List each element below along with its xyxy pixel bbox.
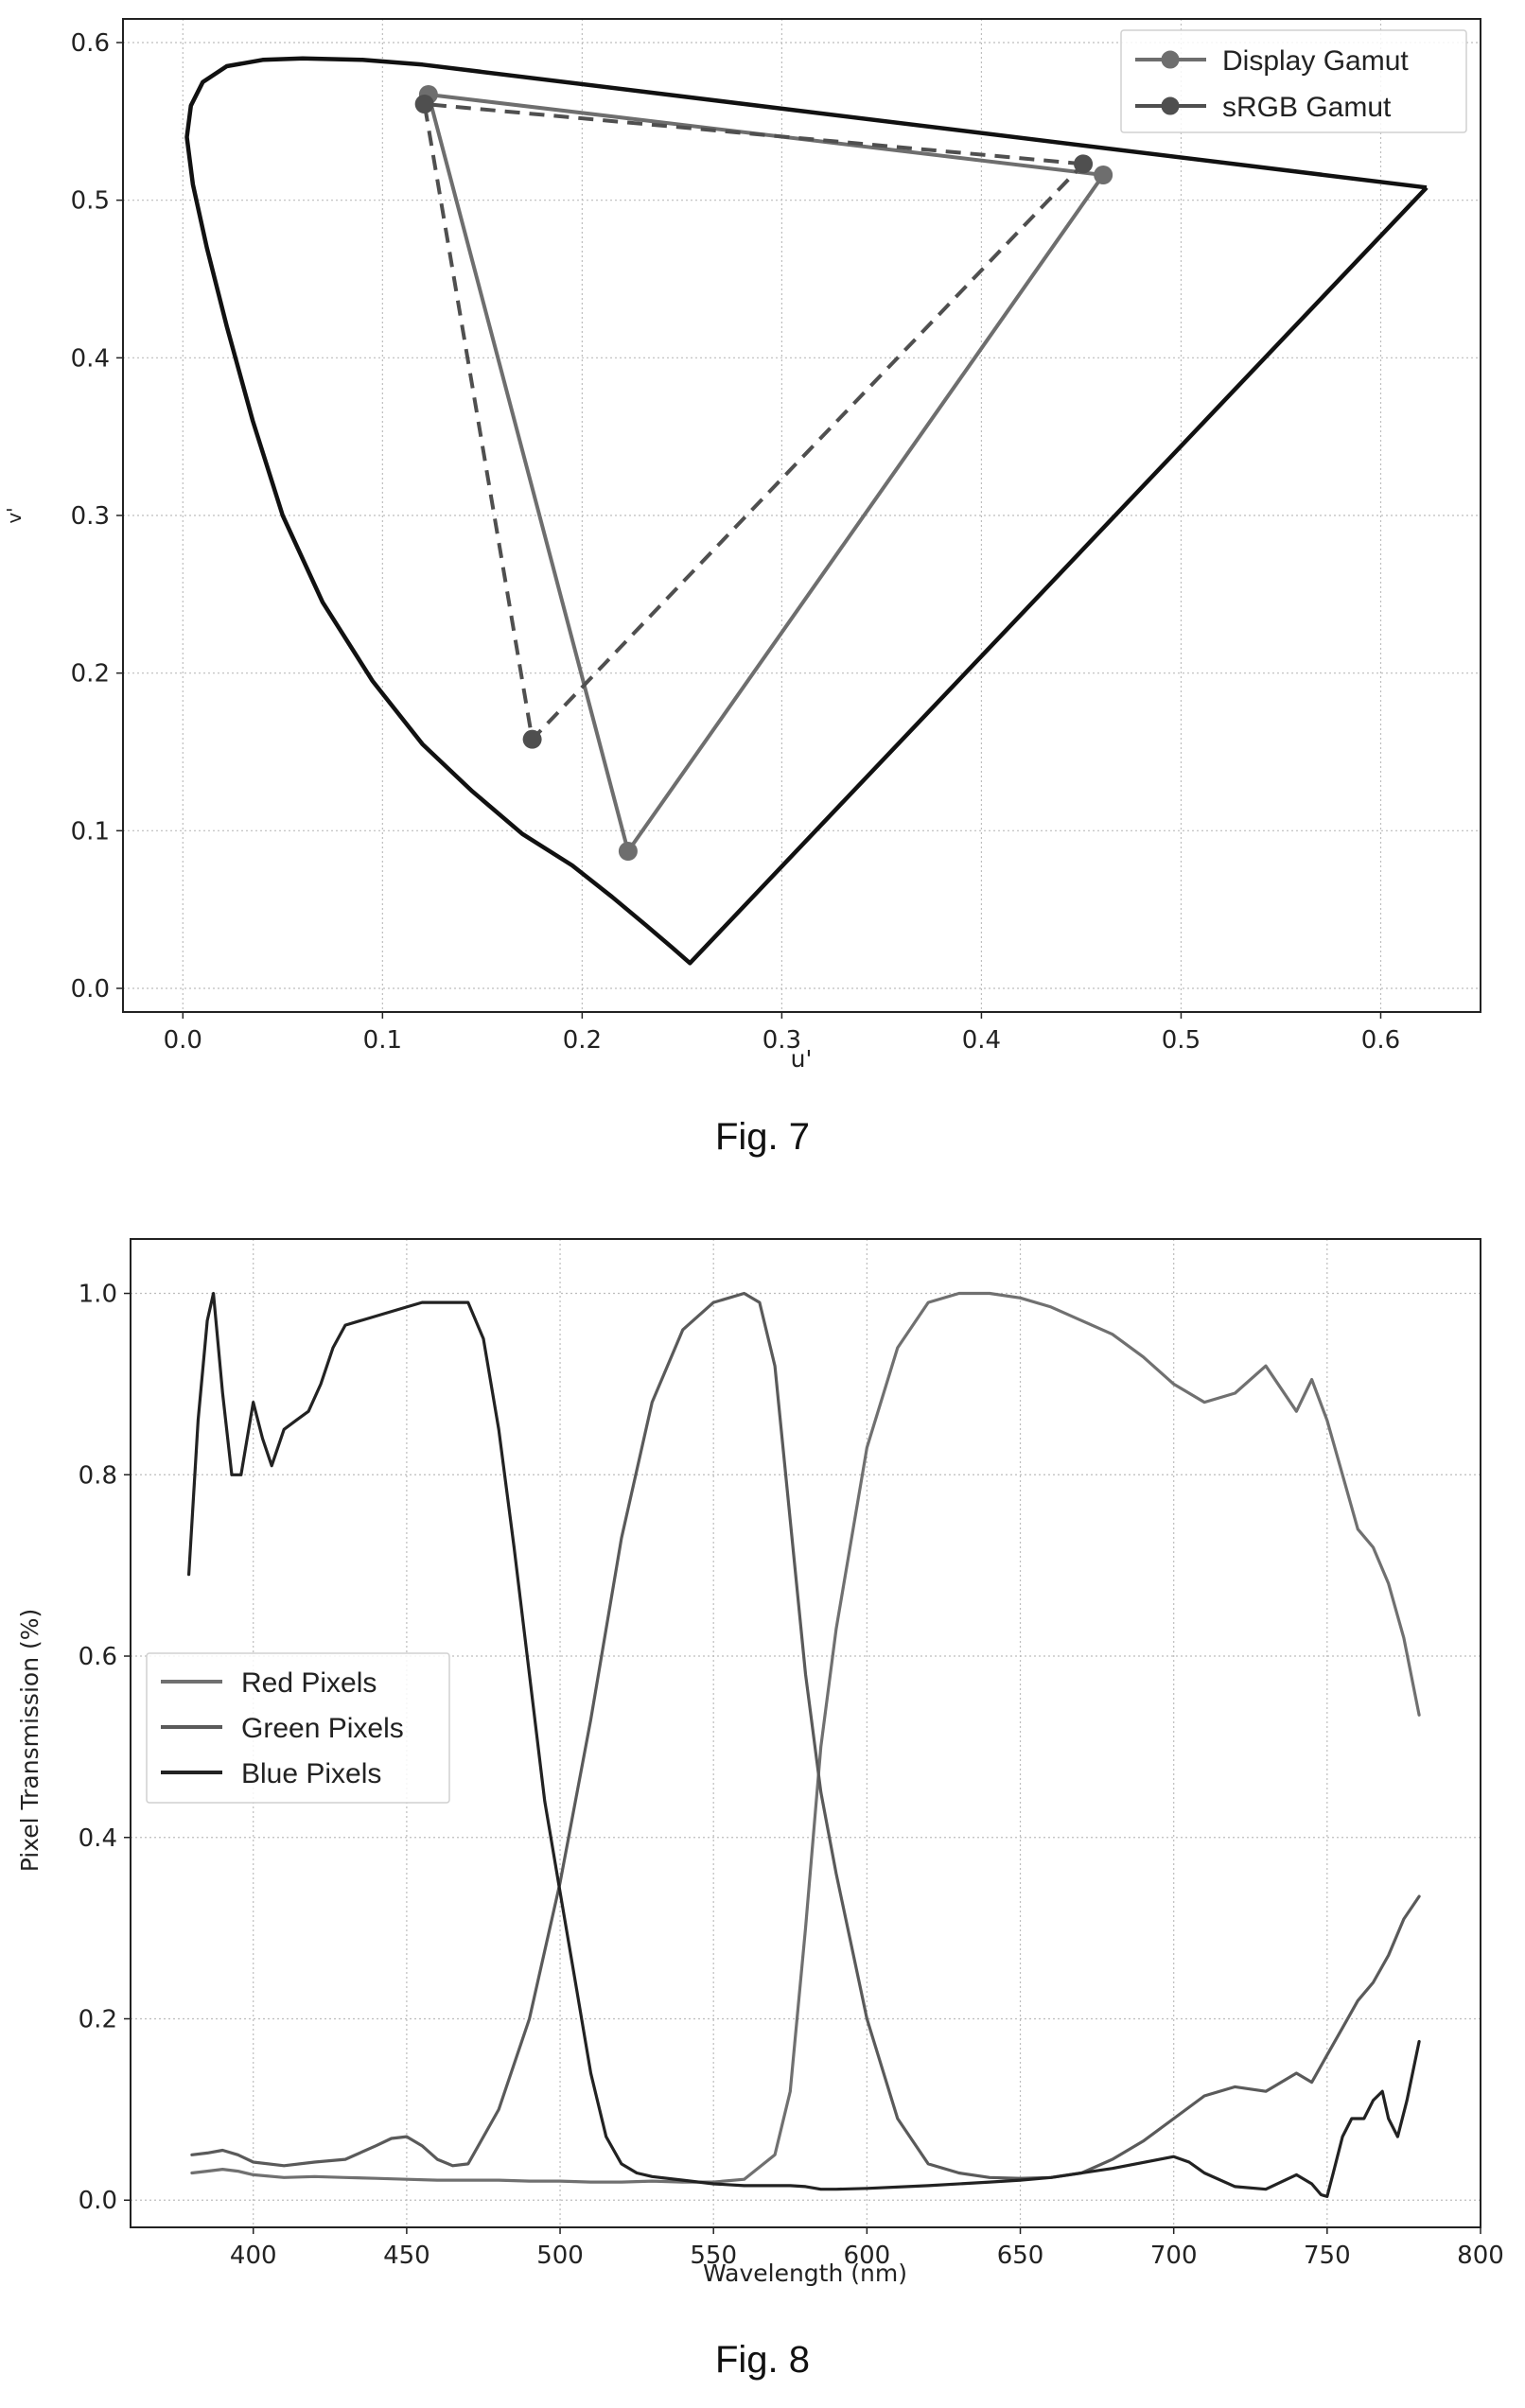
fig7-y-ticks: 0.0 0.1 0.2 0.3 0.4 0.5 0.6 — [71, 29, 123, 1003]
fig8-legend: Red Pixels Green Pixels Blue Pixels — [146, 1652, 450, 1804]
x-tick-label: 750 — [1304, 2242, 1351, 2270]
x-tick-label: 500 — [536, 2242, 584, 2270]
x-tick-label: 650 — [997, 2242, 1044, 2270]
x-tick-label: 0.4 — [962, 1026, 1001, 1055]
y-tick-label: 0.1 — [71, 817, 110, 846]
fig7-series — [414, 85, 1113, 861]
series-line-display-gamut — [426, 93, 1105, 853]
fig7-spectral-locus — [184, 56, 1429, 966]
y-tick-label: 0.6 — [71, 29, 110, 58]
series-point — [1074, 154, 1094, 174]
y-tick-label: 0.5 — [71, 187, 110, 216]
series-point — [414, 95, 434, 113]
series-line-blue-pixels — [187, 1291, 1421, 2198]
fig8-x-ticks: 400 450 500 550 600 650 700 750 800 — [230, 2227, 1504, 2270]
y-tick-label: 1.0 — [79, 1281, 117, 1309]
x-tick-label: 0.0 — [164, 1026, 202, 1055]
y-tick-label: 0.8 — [79, 1461, 117, 1490]
fig8-series — [187, 1291, 1421, 2198]
fig8-y-axis-label: Pixel Transmission (%) — [16, 1609, 44, 1872]
x-tick-label: 0.5 — [1162, 1026, 1201, 1055]
x-tick-label: 550 — [690, 2242, 737, 2270]
x-tick-label: 0.2 — [563, 1026, 602, 1055]
fig8-caption: Fig. 8 — [715, 2339, 810, 2381]
fig8-x-axis-label: Wavelength (nm) — [703, 2260, 907, 2287]
series-point — [522, 729, 542, 749]
fig7-y-axis-label: v' — [3, 507, 26, 523]
y-tick-label: 0.2 — [79, 2005, 117, 2033]
spectral-locus-line — [184, 56, 1429, 966]
x-tick-label: 0.3 — [762, 1026, 801, 1055]
series-point — [1094, 166, 1113, 184]
x-tick-label: 0.1 — [363, 1026, 402, 1055]
y-tick-label: 0.6 — [79, 1643, 117, 1671]
x-tick-label: 800 — [1457, 2242, 1504, 2270]
y-tick-label: 0.4 — [71, 344, 110, 373]
x-tick-label: 700 — [1150, 2242, 1198, 2270]
x-tick-label: 600 — [844, 2242, 891, 2270]
fig8-legend-green-pixels: Green Pixels — [241, 1713, 404, 1744]
fig7-x-axis-label: u' — [791, 1045, 813, 1073]
y-tick-label: 0.4 — [79, 1824, 117, 1853]
y-tick-label: 0.2 — [71, 660, 110, 689]
y-tick-label: 0.0 — [79, 2187, 117, 2215]
series-line-srgb-gamut — [422, 102, 1085, 742]
fig8-y-ticks: 0.0 0.2 0.4 0.6 0.8 1.0 — [79, 1281, 131, 2215]
fig7-x-ticks: 0.0 0.1 0.2 0.3 0.4 0.5 0.6 — [164, 1012, 1400, 1055]
series-line-red-pixels — [190, 1291, 1421, 2184]
x-tick-label: 0.6 — [1361, 1026, 1400, 1055]
fig8-legend-blue-pixels: Blue Pixels — [241, 1758, 381, 1789]
fig8-legend-red-pixels: Red Pixels — [241, 1667, 377, 1699]
fig7-legend: Display Gamut sRGB Gamut — [1120, 29, 1467, 133]
chart-fig8: 400 450 500 550 600 650 700 750 800 0.0 0.2 0.4 0.6… — [16, 1238, 1504, 2381]
fig7-caption: Fig. 7 — [715, 1116, 810, 1158]
x-tick-label: 450 — [383, 2242, 430, 2270]
y-tick-label: 0.0 — [71, 975, 110, 1003]
x-tick-label: 400 — [230, 2242, 277, 2270]
chart-fig7: 0.0 0.1 0.2 0.3 0.4 0.5 0.6 0.0 0.1 0.2 0.3 0.4 0.5… — [3, 18, 1481, 1158]
series-point — [618, 842, 638, 861]
y-tick-label: 0.3 — [71, 502, 110, 531]
fig7-legend-srgb-gamut: sRGB Gamut — [1222, 92, 1392, 123]
series-line-green-pixels — [190, 1291, 1421, 2180]
fig8-plot-frame — [130, 1238, 1481, 2228]
fig7-legend-display-gamut: Display Gamut — [1222, 45, 1409, 77]
